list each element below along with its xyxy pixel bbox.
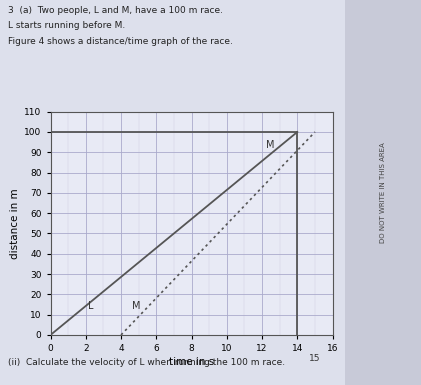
Text: M: M	[132, 301, 140, 311]
Text: L starts running before M.: L starts running before M.	[8, 21, 126, 30]
X-axis label: time in s: time in s	[169, 357, 214, 367]
Text: (ii)  Calculate the velocity of L when running the 100 m race.: (ii) Calculate the velocity of L when ru…	[8, 358, 285, 367]
Text: 15: 15	[309, 355, 321, 363]
Text: DO NOT WRITE IN THIS AREA: DO NOT WRITE IN THIS AREA	[380, 142, 386, 243]
Text: M: M	[266, 140, 274, 150]
Text: 3  (a)  Two people, L and M, have a 100 m race.: 3 (a) Two people, L and M, have a 100 m …	[8, 6, 224, 15]
Text: Figure 4 shows a distance/time graph of the race.: Figure 4 shows a distance/time graph of …	[8, 37, 233, 45]
Text: L: L	[88, 301, 93, 311]
Y-axis label: distance in m: distance in m	[10, 188, 20, 259]
